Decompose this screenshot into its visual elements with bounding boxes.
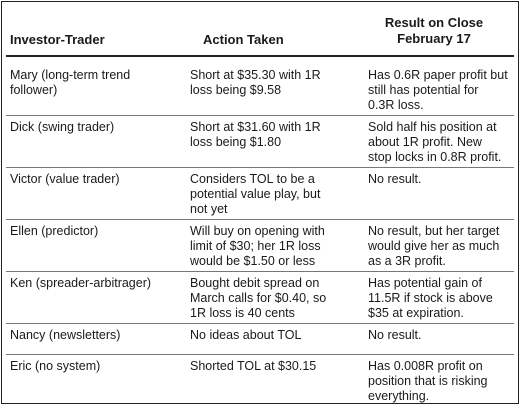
row-divider bbox=[6, 115, 514, 116]
cell-result: Has 0.008R profit on position that is ris… bbox=[368, 359, 516, 404]
cell-line: Mary (long-term trend bbox=[10, 68, 131, 82]
cell-line: No result. bbox=[368, 328, 422, 342]
cell-action: Short at $31.60 with 1R loss being $1.80 bbox=[190, 120, 355, 150]
cell-line: would give her as much bbox=[368, 239, 500, 253]
row-divider bbox=[6, 271, 514, 272]
cell-line: Ellen (predictor) bbox=[10, 224, 99, 238]
cell-line: position that is risking bbox=[368, 374, 488, 388]
cell-line: everything. bbox=[368, 389, 430, 403]
cell-trader: Victor (value trader) bbox=[10, 172, 185, 187]
header-rule bbox=[6, 55, 514, 57]
cell-line: No result, but her target bbox=[368, 224, 500, 238]
cell-line: about 1R profit. New bbox=[368, 135, 482, 149]
header-action-taken: Action Taken bbox=[203, 32, 284, 47]
cell-line: Shorted TOL at $30.15 bbox=[190, 359, 317, 373]
cell-line: 1R loss is 40 cents bbox=[190, 306, 295, 320]
cell-line: as a 3R profit. bbox=[368, 254, 446, 268]
cell-trader: Ken (spreader-arbitrager) bbox=[10, 276, 185, 291]
cell-line: Has potential gain of bbox=[368, 276, 482, 290]
cell-line: No ideas about TOL bbox=[190, 328, 302, 342]
cell-line: stop locks in 0.8R profit. bbox=[368, 150, 502, 164]
cell-line: 0.3R loss. bbox=[368, 98, 424, 112]
cell-line: Nancy (newsletters) bbox=[10, 328, 121, 342]
cell-action: No ideas about TOL bbox=[190, 328, 355, 343]
cell-action: Shorted TOL at $30.15 bbox=[190, 359, 355, 374]
cell-action: Short at $35.30 with 1R loss being $9.58 bbox=[190, 68, 355, 98]
row-divider bbox=[6, 354, 514, 355]
cell-line: Has 0.008R profit on bbox=[368, 359, 483, 373]
cell-line: not yet bbox=[190, 202, 228, 216]
cell-line: Sold half his position at bbox=[368, 120, 497, 134]
cell-result: Has 0.6R paper profit but still has poten… bbox=[368, 68, 516, 113]
cell-trader: Eric (no system) bbox=[10, 359, 185, 374]
cell-line: Victor (value trader) bbox=[10, 172, 120, 186]
header-result-line1: Result on Close bbox=[384, 15, 484, 30]
cell-line: would be $1.50 or less bbox=[190, 254, 316, 268]
cell-line: follower) bbox=[10, 83, 58, 97]
cell-result: No result. bbox=[368, 172, 516, 187]
cell-line: Considers TOL to be a bbox=[190, 172, 315, 186]
cell-line: loss being $1.80 bbox=[190, 135, 282, 149]
cell-line: potential value play, but bbox=[190, 187, 321, 201]
cell-line: limit of $30; her 1R loss bbox=[190, 239, 321, 253]
cell-action: Will buy on opening with limit of $30; he… bbox=[190, 224, 355, 269]
cell-line: Ken (spreader-arbitrager) bbox=[10, 276, 152, 290]
cell-trader: Dick (swing trader) bbox=[10, 120, 185, 135]
cell-line: $35 at expiration. bbox=[368, 306, 464, 320]
row-divider bbox=[6, 167, 514, 168]
cell-line: Short at $35.30 with 1R bbox=[190, 68, 321, 82]
cell-line: March calls for $0.40, so bbox=[190, 291, 327, 305]
cell-result: Has potential gain of 11.5R if stock is a… bbox=[368, 276, 516, 321]
cell-line: Bought debit spread on bbox=[190, 276, 320, 290]
cell-result: No result, but her target would give her … bbox=[368, 224, 516, 269]
cell-line: Dick (swing trader) bbox=[10, 120, 115, 134]
cell-line: Has 0.6R paper profit but bbox=[368, 68, 508, 82]
cell-line: still has potential for bbox=[368, 83, 479, 97]
row-divider bbox=[6, 219, 514, 220]
cell-trader: Mary (long-term trend follower) bbox=[10, 68, 185, 98]
cell-line: Short at $31.60 with 1R bbox=[190, 120, 321, 134]
cell-action: Considers TOL to be a potential value pla… bbox=[190, 172, 355, 217]
cell-line: 11.5R if stock is above bbox=[368, 291, 493, 305]
cell-trader: Nancy (newsletters) bbox=[10, 328, 185, 343]
cell-action: Bought debit spread on March calls for $0… bbox=[190, 276, 355, 321]
cell-line: No result. bbox=[368, 172, 422, 186]
cell-line: Eric (no system) bbox=[10, 359, 101, 373]
cell-trader: Ellen (predictor) bbox=[10, 224, 185, 239]
row-divider bbox=[6, 323, 514, 324]
header-investor-trader: Investor-Trader bbox=[10, 32, 105, 47]
cell-result: Sold half his position at about 1R profit… bbox=[368, 120, 516, 165]
header-result: Result on Close February 17 bbox=[360, 15, 508, 47]
cell-line: loss being $9.58 bbox=[190, 83, 282, 97]
cell-line: Will buy on opening with bbox=[190, 224, 325, 238]
cell-result: No result. bbox=[368, 328, 516, 343]
header-result-line2: February 17 bbox=[397, 31, 471, 46]
